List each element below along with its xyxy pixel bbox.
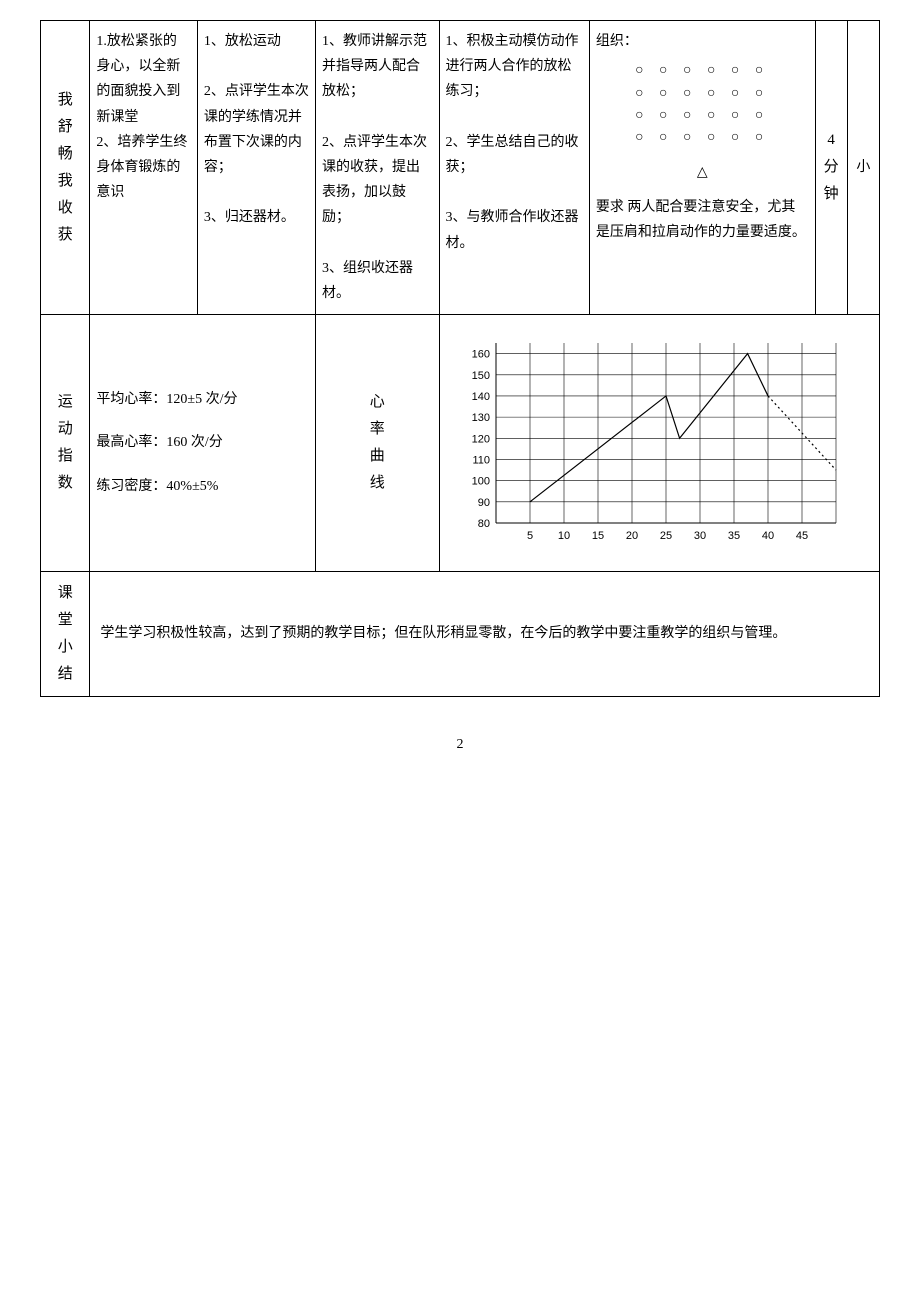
row-exercise-index: 运动指数 平均心率：120±5 次/分 最高心率：160 次/分 练习密度：40… — [41, 315, 880, 572]
lesson-plan-table: 我舒畅我收获 1.放松紧张的身心，以全新的面貌投入到新课堂 2、培养学生终身体育… — [40, 20, 880, 697]
row1-col-d: 1、积极主动模仿动作进行两人合作的放松练习； 2、学生总结自己的收获； 3、与教… — [439, 21, 589, 315]
svg-text:45: 45 — [795, 530, 807, 542]
row3-text: 学生学习积极性较高，达到了预期的教学目标；但在队形稍显零散，在今后的教学中要注重… — [90, 572, 880, 697]
svg-text:80: 80 — [477, 518, 489, 530]
row2-metrics: 平均心率：120±5 次/分 最高心率：160 次/分 练习密度：40%±5% — [90, 315, 316, 572]
row1-time: 4分钟 — [815, 21, 847, 315]
max-hr: 最高心率：160 次/分 — [96, 430, 309, 455]
org-formation-diagram: ○ ○ ○ ○ ○ ○ ○ ○ ○ ○ ○ ○ ○ ○ ○ ○ ○ ○ ○ ○ … — [596, 60, 809, 150]
org-requirement: 要求 两人配合要注意安全，尤其是压肩和拉肩动作的力量要适度。 — [596, 195, 809, 245]
row3-label: 课堂小结 — [41, 572, 90, 697]
svg-text:160: 160 — [471, 349, 489, 361]
svg-text:20: 20 — [625, 530, 637, 542]
svg-text:25: 25 — [659, 530, 671, 542]
heart-rate-chart: 80 90 100 110 120 130 140 150 160 5 10 15 20 25 30 35 40… — [446, 333, 846, 553]
svg-text:110: 110 — [472, 455, 490, 467]
row1-intensity: 小 — [847, 21, 879, 315]
avg-hr: 平均心率：120±5 次/分 — [96, 387, 309, 412]
row-relax-summary: 我舒畅我收获 1.放松紧张的身心，以全新的面貌投入到新课堂 2、培养学生终身体育… — [41, 21, 880, 315]
svg-text:40: 40 — [761, 530, 773, 542]
row1-col-b: 1、放松运动 2、点评学生本次课的学练情况并布置下次课的内容； 3、归还器材。 — [197, 21, 315, 315]
svg-text:100: 100 — [471, 476, 489, 488]
svg-text:150: 150 — [471, 370, 489, 382]
row-class-summary: 课堂小结 学生学习积极性较高，达到了预期的教学目标；但在队形稍显零散，在今后的教… — [41, 572, 880, 697]
page-number: 2 — [40, 737, 880, 753]
row2-curve-label: 心率曲线 — [315, 315, 439, 572]
svg-text:30: 30 — [693, 530, 705, 542]
svg-text:130: 130 — [471, 412, 489, 424]
svg-text:120: 120 — [471, 433, 489, 445]
svg-text:35: 35 — [727, 530, 739, 542]
svg-text:10: 10 — [557, 530, 569, 542]
row1-col-a: 1.放松紧张的身心，以全新的面貌投入到新课堂 2、培养学生终身体育锻炼的意识 — [90, 21, 197, 315]
row1-col-c: 1、教师讲解示范并指导两人配合放松； 2、点评学生本次课的收获，提出表扬，加以鼓… — [315, 21, 439, 315]
org-teacher-icon: △ — [596, 160, 809, 185]
svg-text:90: 90 — [477, 497, 489, 509]
svg-text:5: 5 — [526, 530, 532, 542]
row2-chart-cell: 80 90 100 110 120 130 140 150 160 5 10 15 20 25 30 35 40… — [439, 315, 879, 572]
svg-text:140: 140 — [471, 391, 489, 403]
row1-label: 我舒畅我收获 — [41, 21, 90, 315]
row2-label: 运动指数 — [41, 315, 90, 572]
org-title: 组织： — [596, 29, 809, 54]
density: 练习密度：40%±5% — [96, 474, 309, 499]
row1-col-e: 组织： ○ ○ ○ ○ ○ ○ ○ ○ ○ ○ ○ ○ ○ ○ ○ ○ ○ ○ … — [589, 21, 815, 315]
page: 我舒畅我收获 1.放松紧张的身心，以全新的面貌投入到新课堂 2、培养学生终身体育… — [40, 20, 880, 753]
svg-text:15: 15 — [591, 530, 603, 542]
